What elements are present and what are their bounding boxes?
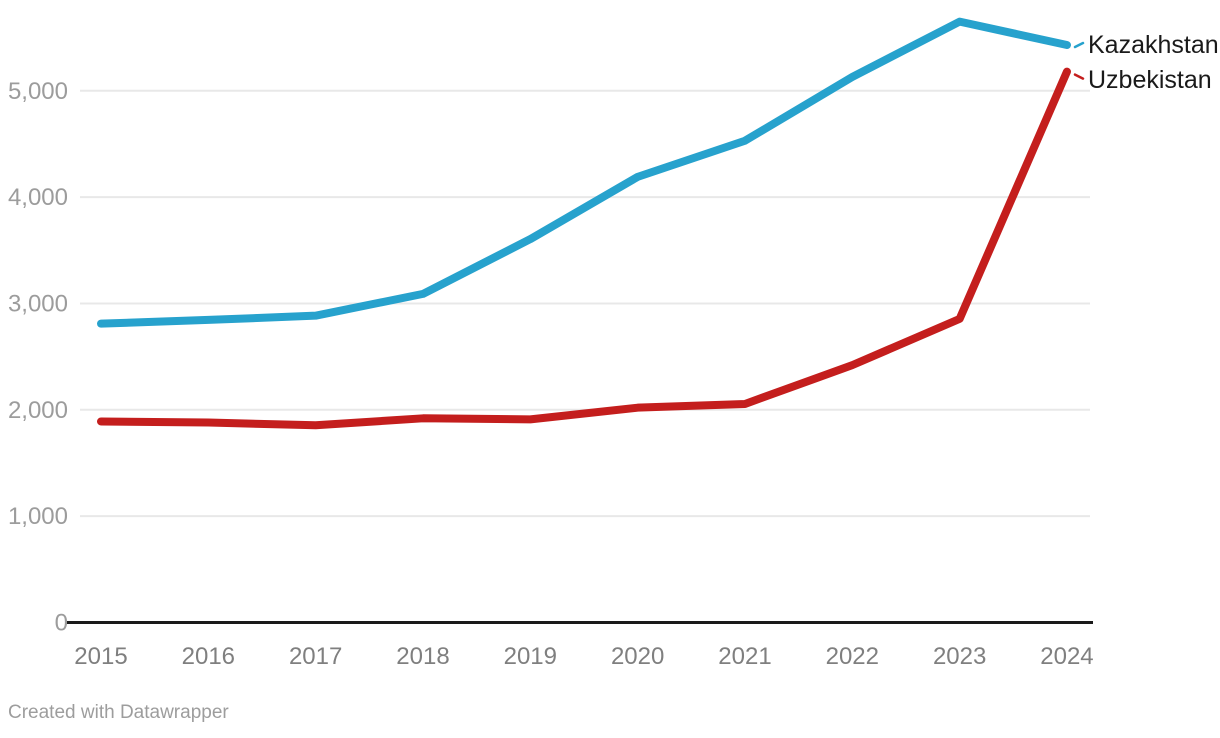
x-tick-label: 2021	[718, 643, 771, 670]
y-tick-label: 5,000	[8, 78, 68, 105]
series-line-uzbekistan[interactable]	[97, 67, 1071, 430]
y-tick-label: 4,000	[8, 184, 68, 211]
x-tick-label: 2022	[826, 643, 879, 670]
x-tick-label: 2019	[504, 643, 557, 670]
series-label-uzbekistan: Uzbekistan	[1088, 66, 1212, 94]
x-tick-label: 2024	[1040, 643, 1093, 670]
x-tick-label: 2016	[182, 643, 235, 670]
x-tick-label: 2017	[289, 643, 342, 670]
x-tick-label: 2015	[74, 643, 127, 670]
legend-leader-dash-uzbekistan	[1073, 73, 1085, 80]
x-tick-label: 2018	[396, 643, 449, 670]
y-tick-label: 1,000	[8, 503, 68, 530]
series-label-kazakhstan: Kazakhstan	[1088, 31, 1219, 59]
y-tick-label: 0	[55, 610, 68, 637]
y-tick-label: 2,000	[8, 397, 68, 424]
x-tick-label: 2020	[611, 643, 664, 670]
x-tick-label: 2023	[933, 643, 986, 670]
series-line-kazakhstan[interactable]	[97, 17, 1071, 328]
datawrapper-credit-link[interactable]: Created with Datawrapper	[8, 702, 229, 723]
y-tick-label: 3,000	[8, 290, 68, 317]
legend-leader-dash-kazakhstan	[1073, 41, 1085, 49]
